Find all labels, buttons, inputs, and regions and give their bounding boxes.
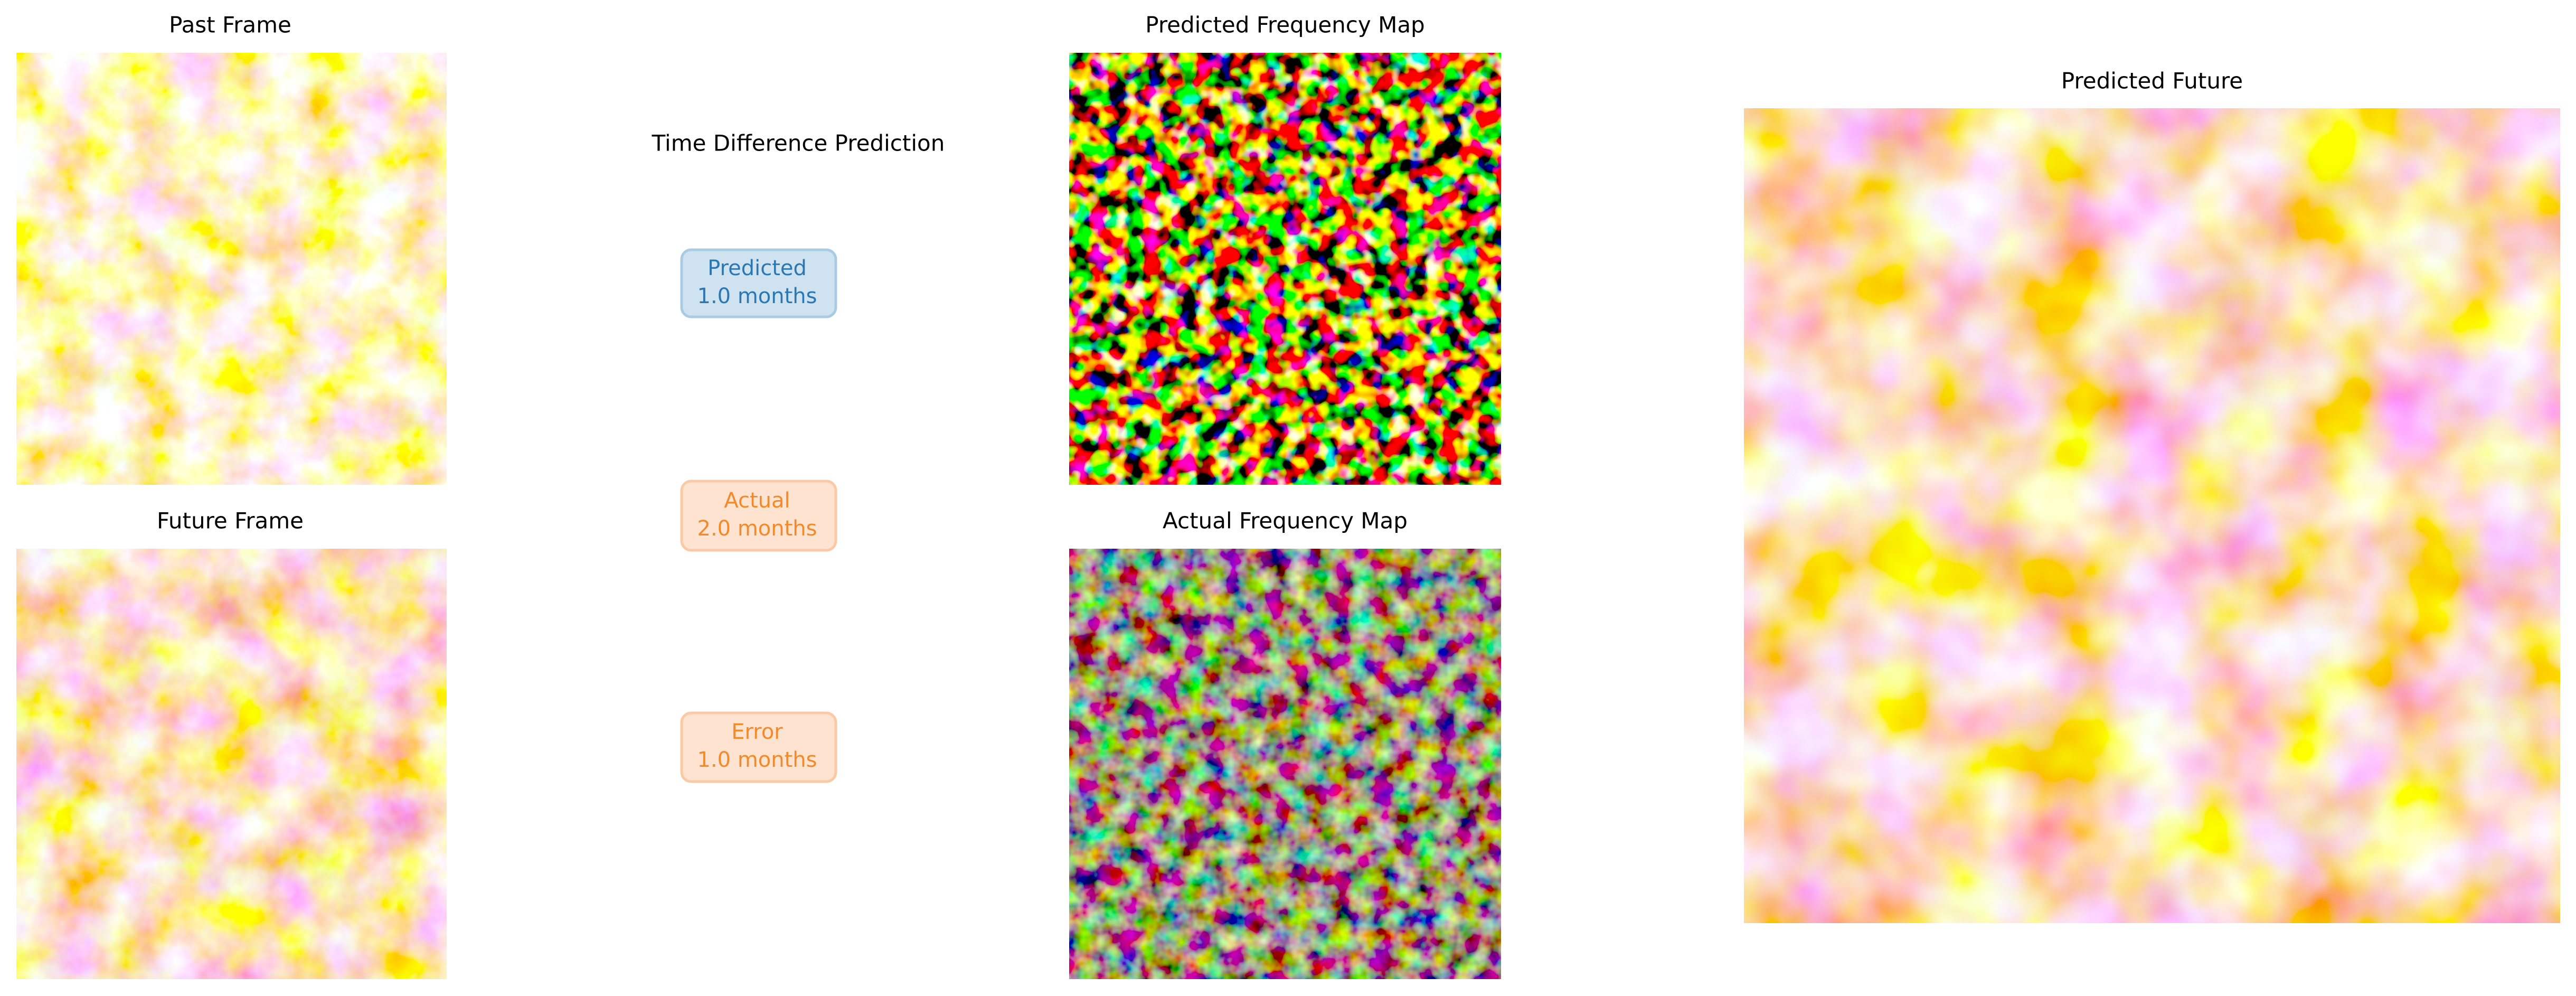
predicted-box	[680, 248, 837, 318]
box-value: 1.0 months	[697, 284, 817, 308]
box-label: Error	[731, 720, 783, 744]
panel-title: Predicted Frequency Map	[1145, 12, 1424, 38]
predicted-future-image	[1744, 108, 2560, 923]
past-frame-image	[16, 53, 447, 485]
box-label: Actual	[724, 488, 790, 513]
section-title: Time Difference Prediction	[652, 130, 945, 156]
actual-box	[680, 480, 837, 552]
panel-title: Predicted Future	[2061, 68, 2243, 94]
panel-title: Future Frame	[157, 508, 304, 534]
future-frame-image	[16, 549, 447, 979]
panel-title: Past Frame	[169, 12, 291, 38]
box-value: 1.0 months	[697, 748, 817, 772]
box-label: Predicted	[707, 256, 807, 280]
panel-title: Actual Frequency Map	[1163, 508, 1408, 534]
error-box	[680, 711, 837, 783]
actual-frequency-image	[1069, 549, 1501, 979]
box-value: 2.0 months	[697, 516, 817, 541]
predicted-frequency-image	[1069, 53, 1501, 485]
